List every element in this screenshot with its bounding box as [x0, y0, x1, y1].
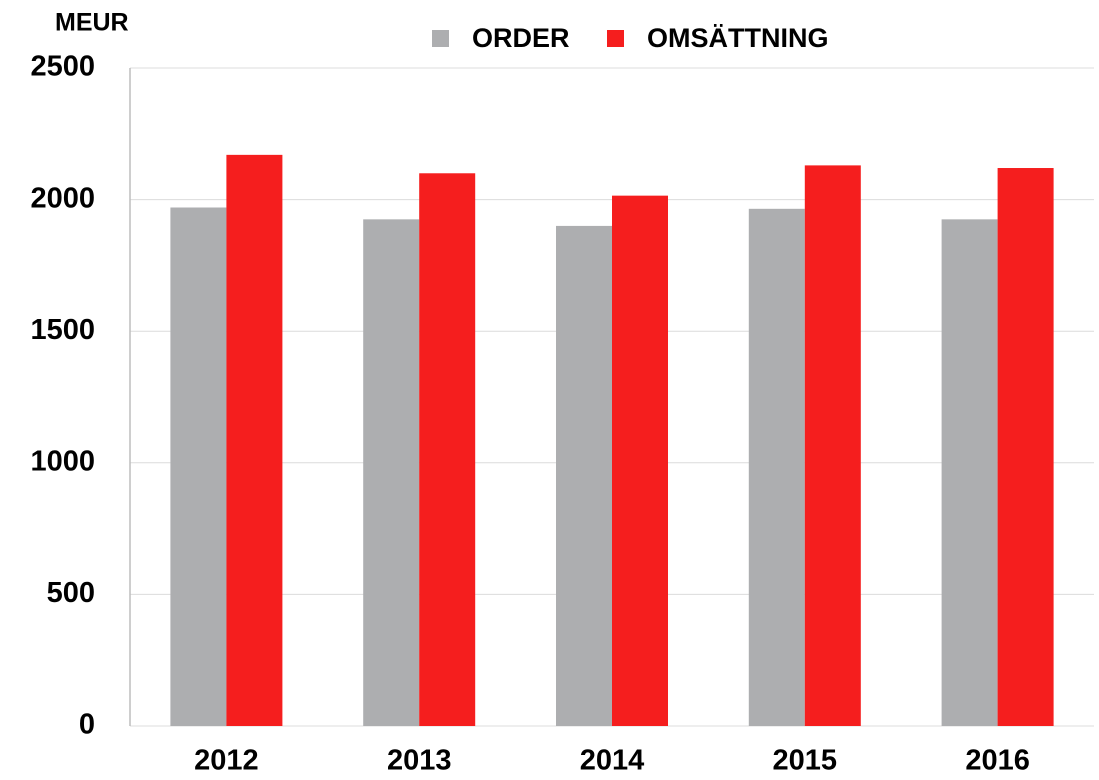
bar: [941, 219, 998, 726]
legend-swatch: [607, 30, 624, 47]
bar: [170, 207, 227, 727]
legend-label: OMSÄTTNING: [647, 23, 829, 53]
y-tick-label: 1500: [30, 314, 95, 346]
bar: [748, 208, 805, 726]
x-tick-label: 2016: [965, 745, 1030, 777]
legend-label: ORDER: [472, 23, 570, 53]
y-tick-label: 500: [47, 577, 95, 609]
y-axis-label: MEUR: [55, 9, 129, 37]
legend-swatch: [432, 30, 449, 47]
bar: [226, 154, 283, 726]
bar: [363, 219, 420, 726]
bar: [804, 165, 861, 726]
y-tick-label: 2500: [30, 51, 95, 83]
y-tick-label: 0: [79, 709, 95, 741]
x-tick-label: 2014: [580, 745, 645, 777]
bar: [556, 225, 612, 727]
y-tick-label: 2000: [30, 182, 95, 214]
x-tick-label: 2012: [194, 745, 259, 777]
bar: [419, 173, 476, 726]
x-tick-label: 2013: [387, 745, 452, 777]
bar: [612, 195, 668, 727]
bar: [997, 168, 1054, 727]
y-tick-label: 1000: [30, 445, 95, 477]
x-tick-label: 2015: [773, 745, 838, 777]
